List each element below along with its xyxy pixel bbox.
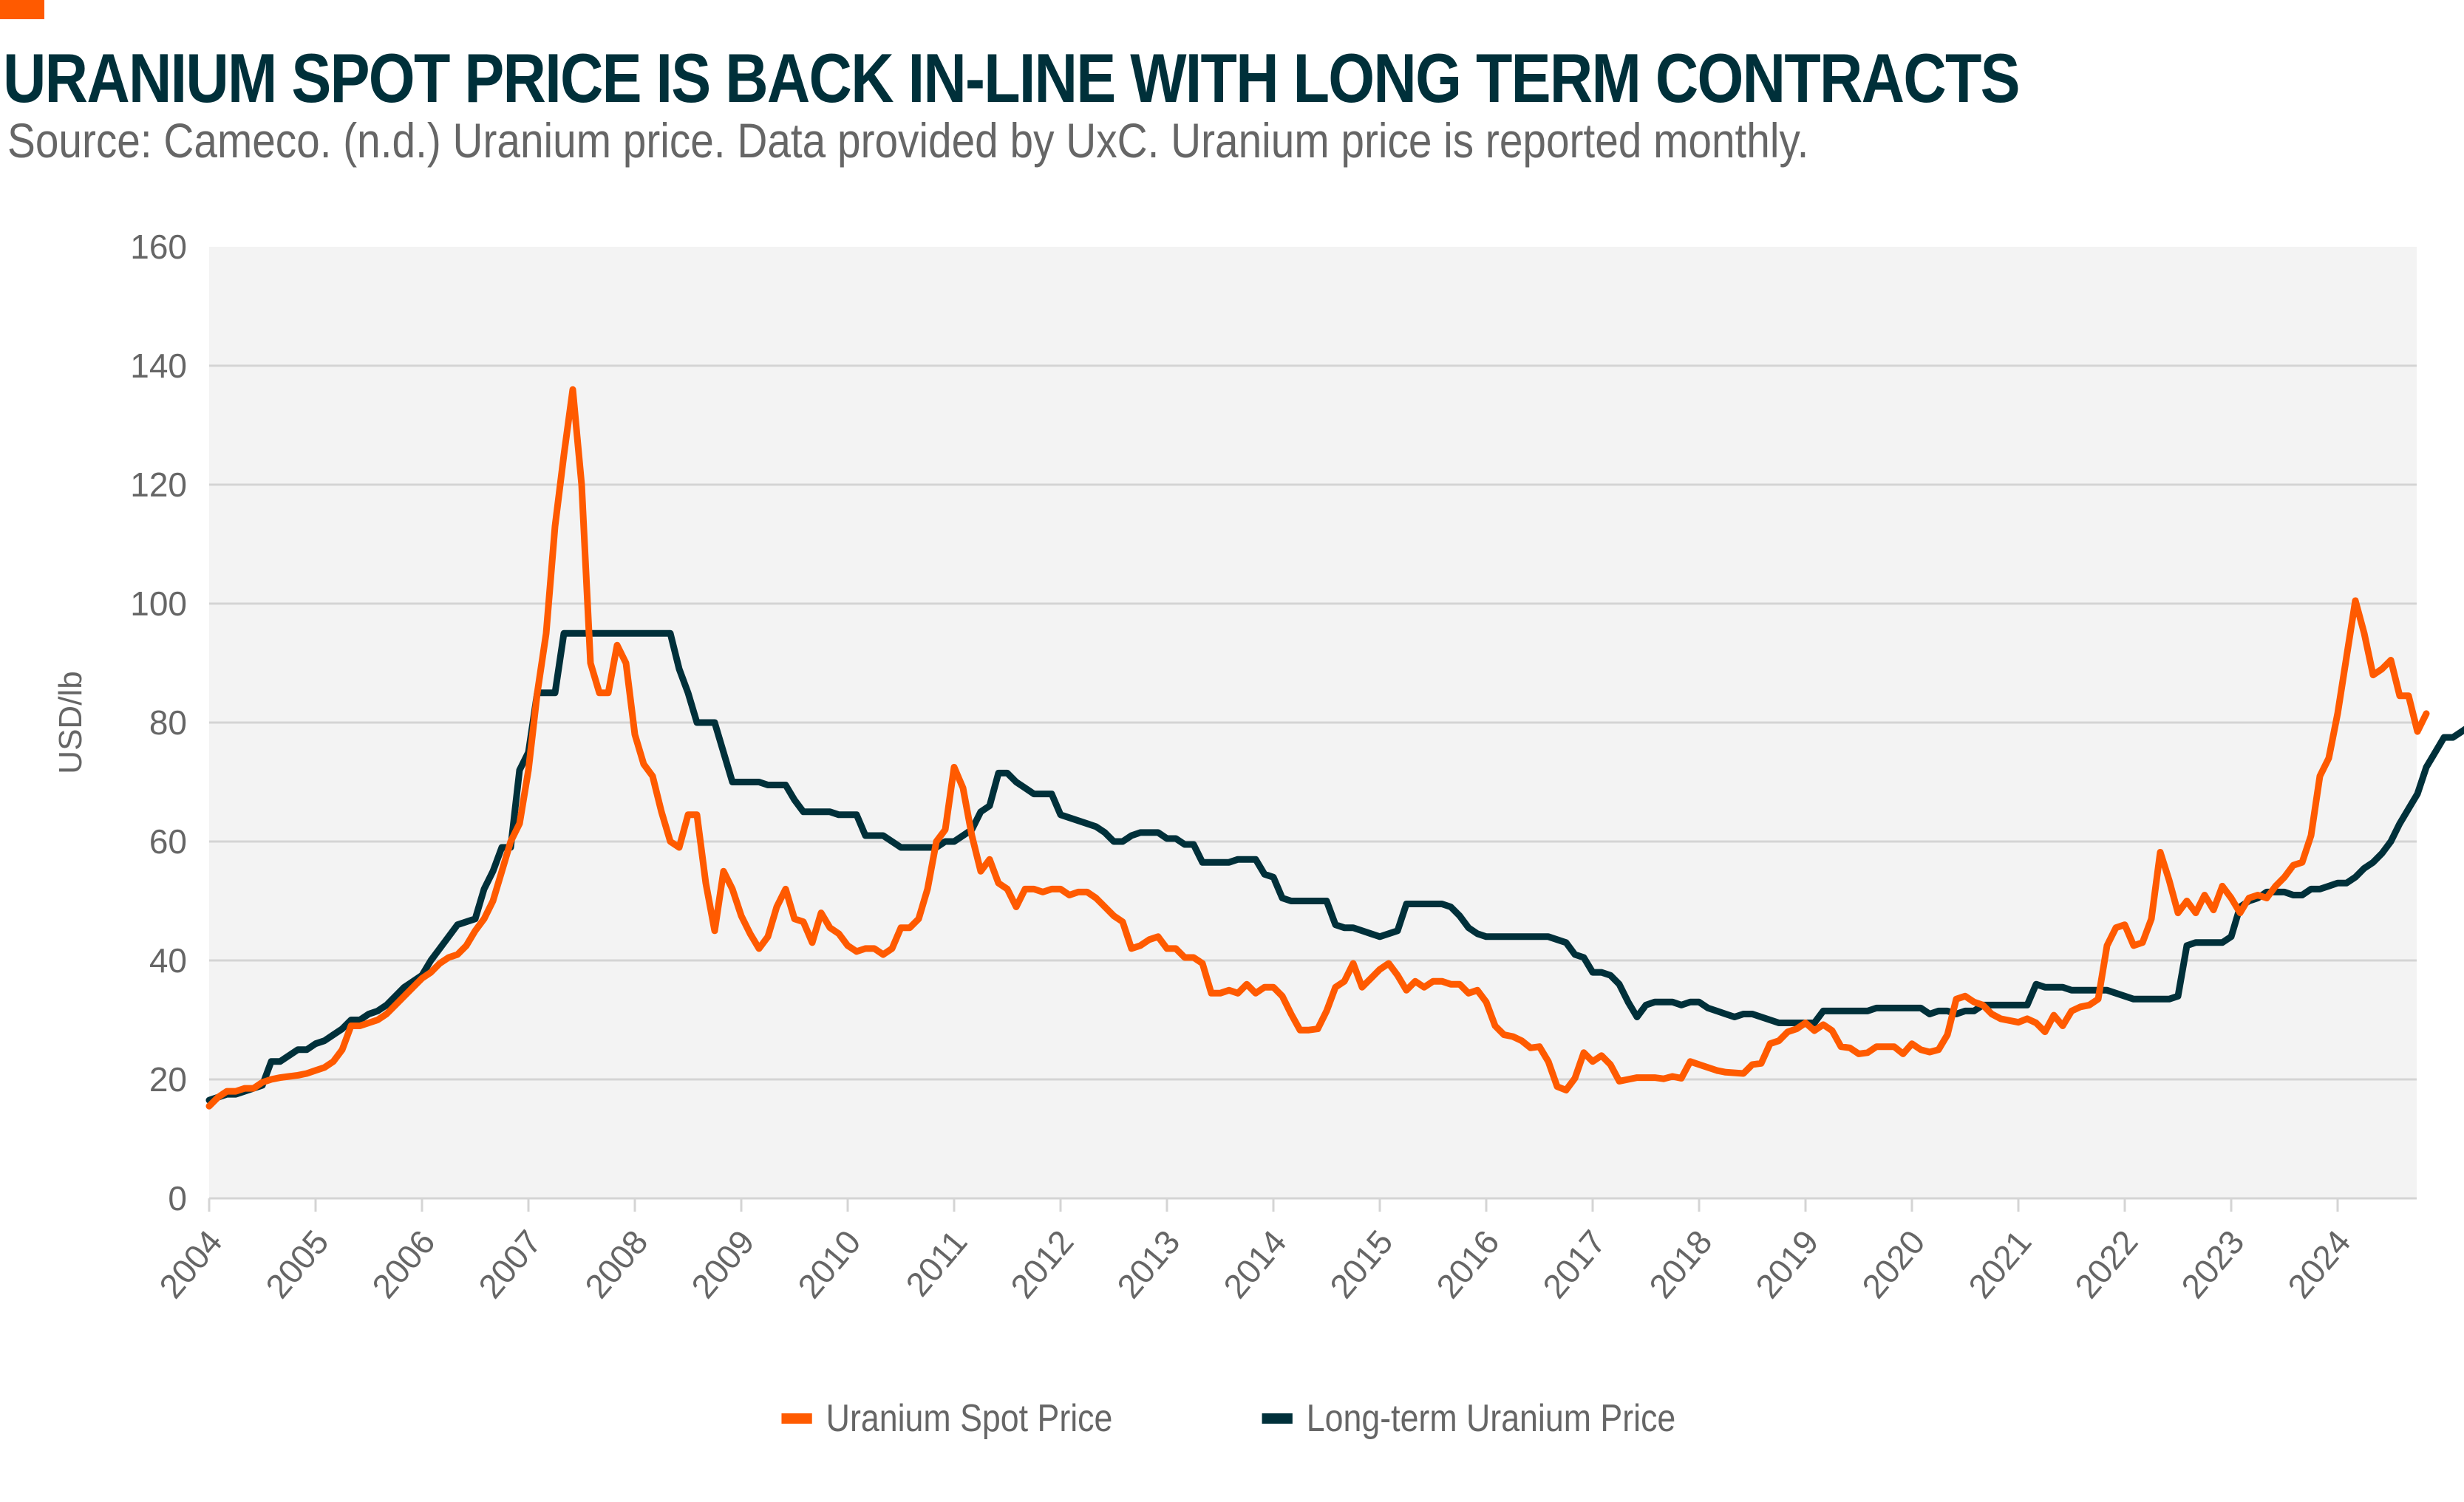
x-tick-label: 2016	[1429, 1223, 1507, 1305]
y-tick-label: 100	[130, 584, 187, 623]
y-tick-label: 40	[149, 941, 187, 980]
x-tick-label: 2020	[1854, 1223, 1933, 1305]
legend-label-longterm: Long-term Uranium Price	[1306, 1397, 1676, 1440]
x-tick-label: 2024	[2280, 1223, 2358, 1305]
x-tick-label: 2011	[898, 1223, 974, 1303]
x-tick-label: 2018	[1641, 1223, 1720, 1305]
x-tick-label: 2012	[1003, 1223, 1081, 1305]
x-tick-label: 2015	[1322, 1223, 1401, 1305]
y-tick-label: 120	[130, 465, 187, 504]
x-tick-label: 2005	[258, 1223, 336, 1305]
chart-title: URANIUM SPOT PRICE IS BACK IN-LINE WITH …	[3, 39, 2021, 117]
brand-accent-bar	[0, 0, 44, 19]
x-tick-label: 2014	[1216, 1223, 1294, 1305]
y-axis-label: USD/lb	[52, 671, 89, 774]
legend-item-spot[interactable]: Uranium Spot Price	[781, 1396, 1113, 1441]
x-tick-label: 2019	[1748, 1223, 1826, 1305]
x-tick-label: 2021	[1961, 1223, 2039, 1305]
legend-item-longterm[interactable]: Long-term Uranium Price	[1262, 1396, 1676, 1441]
line-chart: 0 20 40 60 80 100 120 140 160 2004 2005 2006 2007 20…	[52, 228, 2464, 1305]
legend-swatch-spot	[781, 1413, 812, 1424]
y-tick-label: 140	[130, 347, 187, 385]
chart-source-note: Source: Cameco. (n.d.) Uranium price. Da…	[7, 113, 1809, 168]
y-tick-label: 20	[149, 1060, 187, 1099]
legend-label-spot: Uranium Spot Price	[826, 1397, 1113, 1440]
x-tick-label: 2008	[577, 1223, 656, 1305]
series-line-spot-price	[205, 386, 2430, 1110]
y-tick-label: 80	[149, 703, 187, 742]
x-tick-label: 2006	[364, 1223, 443, 1305]
y-tick-label: 160	[130, 228, 187, 266]
x-tick-label: 2013	[1109, 1223, 1188, 1305]
x-tick-label: 2017	[1535, 1223, 1613, 1305]
legend: Uranium Spot Price Long-term Uranium Pri…	[0, 1396, 2464, 1441]
legend-swatch-longterm	[1262, 1413, 1293, 1424]
x-tick-label: 2022	[2067, 1223, 2145, 1305]
x-tick-label: 2004	[152, 1223, 230, 1305]
x-tick-label: 2023	[2174, 1223, 2252, 1305]
y-tick-label: 60	[149, 822, 187, 861]
x-tick-label: 2007	[471, 1223, 549, 1305]
y-tick-label: 0	[168, 1179, 187, 1218]
x-tick-label: 2010	[790, 1223, 868, 1305]
x-tick-label: 2009	[684, 1223, 762, 1305]
